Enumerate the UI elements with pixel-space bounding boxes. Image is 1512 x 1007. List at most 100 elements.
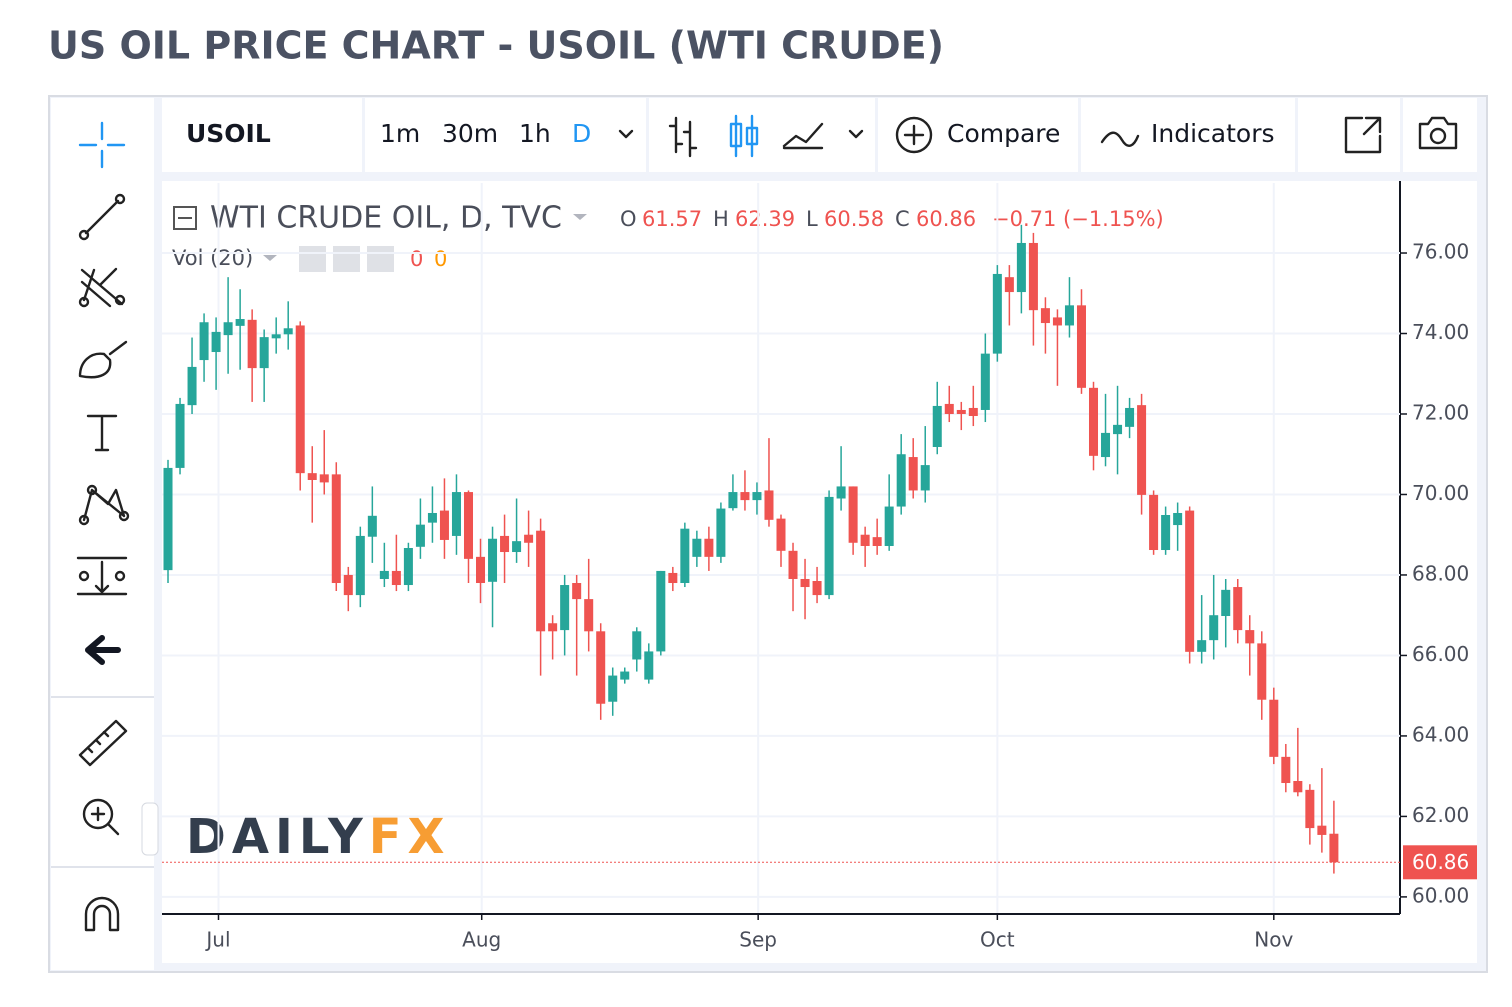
- candle-body: [920, 465, 930, 491]
- interval[interactable]: 1m: [380, 119, 420, 148]
- dropdown-icon[interactable]: [618, 129, 634, 139]
- x-tick-label: Nov: [1254, 928, 1293, 952]
- candle-body: [1245, 630, 1255, 644]
- collapse-handle[interactable]: [141, 802, 159, 856]
- candle-body: [524, 534, 534, 543]
- toolbar-separators: [362, 98, 1403, 172]
- candle-body: [980, 353, 990, 410]
- crosshair-icon[interactable]: [78, 121, 126, 169]
- candle-body: [1076, 305, 1086, 388]
- candle-body: [355, 535, 365, 596]
- interval[interactable]: 30m: [442, 119, 498, 148]
- candle-body: [235, 319, 245, 326]
- legend-menu[interactable]: [573, 214, 587, 220]
- candle-body: [379, 570, 389, 579]
- bar-style-icon[interactable]: [668, 116, 698, 158]
- candle-body: [199, 322, 209, 361]
- x-tick-label: Sep: [739, 928, 777, 952]
- candle-body: [572, 583, 582, 600]
- brush-icon[interactable]: [78, 340, 128, 379]
- candle-body: [1233, 587, 1243, 631]
- candle-body: [476, 556, 486, 584]
- candle-body: [1125, 407, 1135, 427]
- candle-body: [1329, 833, 1339, 863]
- y-tick-label: 76.00: [1412, 240, 1469, 264]
- candle-body: [343, 574, 353, 596]
- x-tick-label: Oct: [980, 928, 1015, 952]
- candle-body: [824, 496, 834, 596]
- candle-style-icon[interactable]: [729, 114, 759, 158]
- candle-body: [259, 337, 269, 369]
- legend-title: WTI CRUDE OIL, D, TVC: [210, 201, 562, 236]
- popout-icon[interactable]: [1344, 116, 1382, 154]
- x-tick-label: Jul: [204, 928, 230, 952]
- candle-body: [992, 273, 1002, 354]
- indicators-button[interactable]: Indicators: [1151, 119, 1275, 148]
- volume-value: 0: [434, 247, 447, 271]
- candle-body: [1281, 756, 1291, 784]
- interval[interactable]: 1h: [519, 119, 551, 148]
- top-toolbar: [162, 98, 1477, 172]
- candle-body: [1197, 640, 1207, 652]
- candle-body: [680, 528, 690, 584]
- candle-body: [704, 538, 714, 557]
- volume-value: 0: [410, 247, 423, 271]
- candle-body: [1209, 615, 1219, 641]
- volume-buttons[interactable]: [299, 246, 394, 272]
- candle-body: [728, 492, 738, 509]
- candle-body: [427, 512, 437, 523]
- candle-body: [283, 328, 293, 335]
- zoom-icon[interactable]: [82, 798, 120, 836]
- symbol[interactable]: USOIL: [186, 119, 271, 148]
- compare-button[interactable]: Compare: [947, 119, 1060, 148]
- candle-body: [632, 631, 642, 660]
- candle-body: [1269, 699, 1279, 757]
- candle-body: [1293, 781, 1303, 793]
- watermark-part: FX: [369, 809, 451, 865]
- volume-label: Vol (20): [172, 246, 253, 270]
- candle-body: [968, 407, 978, 417]
- pattern-icon[interactable]: [78, 484, 130, 526]
- candle-body: [716, 508, 726, 557]
- back-icon[interactable]: [85, 635, 121, 665]
- legend-toggle[interactable]: [173, 206, 197, 230]
- prediction-icon[interactable]: [76, 556, 128, 596]
- candle-body: [500, 535, 510, 553]
- candle-body: [1137, 405, 1147, 495]
- candle-body: [776, 518, 786, 551]
- trendline-icon[interactable]: [78, 193, 126, 241]
- candle-body: [1088, 387, 1099, 456]
- candle-body: [1221, 589, 1231, 617]
- candle-body: [1040, 308, 1050, 324]
- candle-body: [908, 457, 918, 491]
- ruler-icon[interactable]: [78, 719, 128, 767]
- candle-body: [584, 599, 594, 632]
- snapshot-icon[interactable]: [1418, 116, 1458, 150]
- candle-body: [1064, 305, 1074, 326]
- candle-body: [800, 578, 810, 588]
- watermark: DAILYFX: [186, 809, 451, 865]
- candle-body: [331, 474, 341, 584]
- candle-body: [403, 548, 413, 586]
- candle-body: [307, 473, 317, 480]
- candle-body: [211, 331, 221, 353]
- candle-body: [596, 631, 606, 704]
- candle-body: [1317, 825, 1327, 835]
- magnet-icon[interactable]: [84, 896, 120, 932]
- y-tick-label: 66.00: [1412, 642, 1469, 666]
- compare-icon[interactable]: [895, 116, 933, 154]
- last-price-tag: [1403, 845, 1477, 880]
- dropdown-icon[interactable]: [848, 129, 864, 139]
- text-icon[interactable]: [86, 414, 118, 452]
- candle-body: [644, 651, 654, 680]
- fib-icon[interactable]: [78, 267, 126, 308]
- candle-body: [175, 403, 185, 468]
- indicators-icon[interactable]: [1100, 131, 1140, 147]
- volume-menu[interactable]: [263, 255, 277, 261]
- interval-active[interactable]: D: [572, 119, 591, 148]
- candle-body: [932, 405, 942, 447]
- candle-body: [1185, 510, 1195, 652]
- area-style-icon[interactable]: [782, 122, 824, 150]
- legend-label: L: [806, 207, 818, 231]
